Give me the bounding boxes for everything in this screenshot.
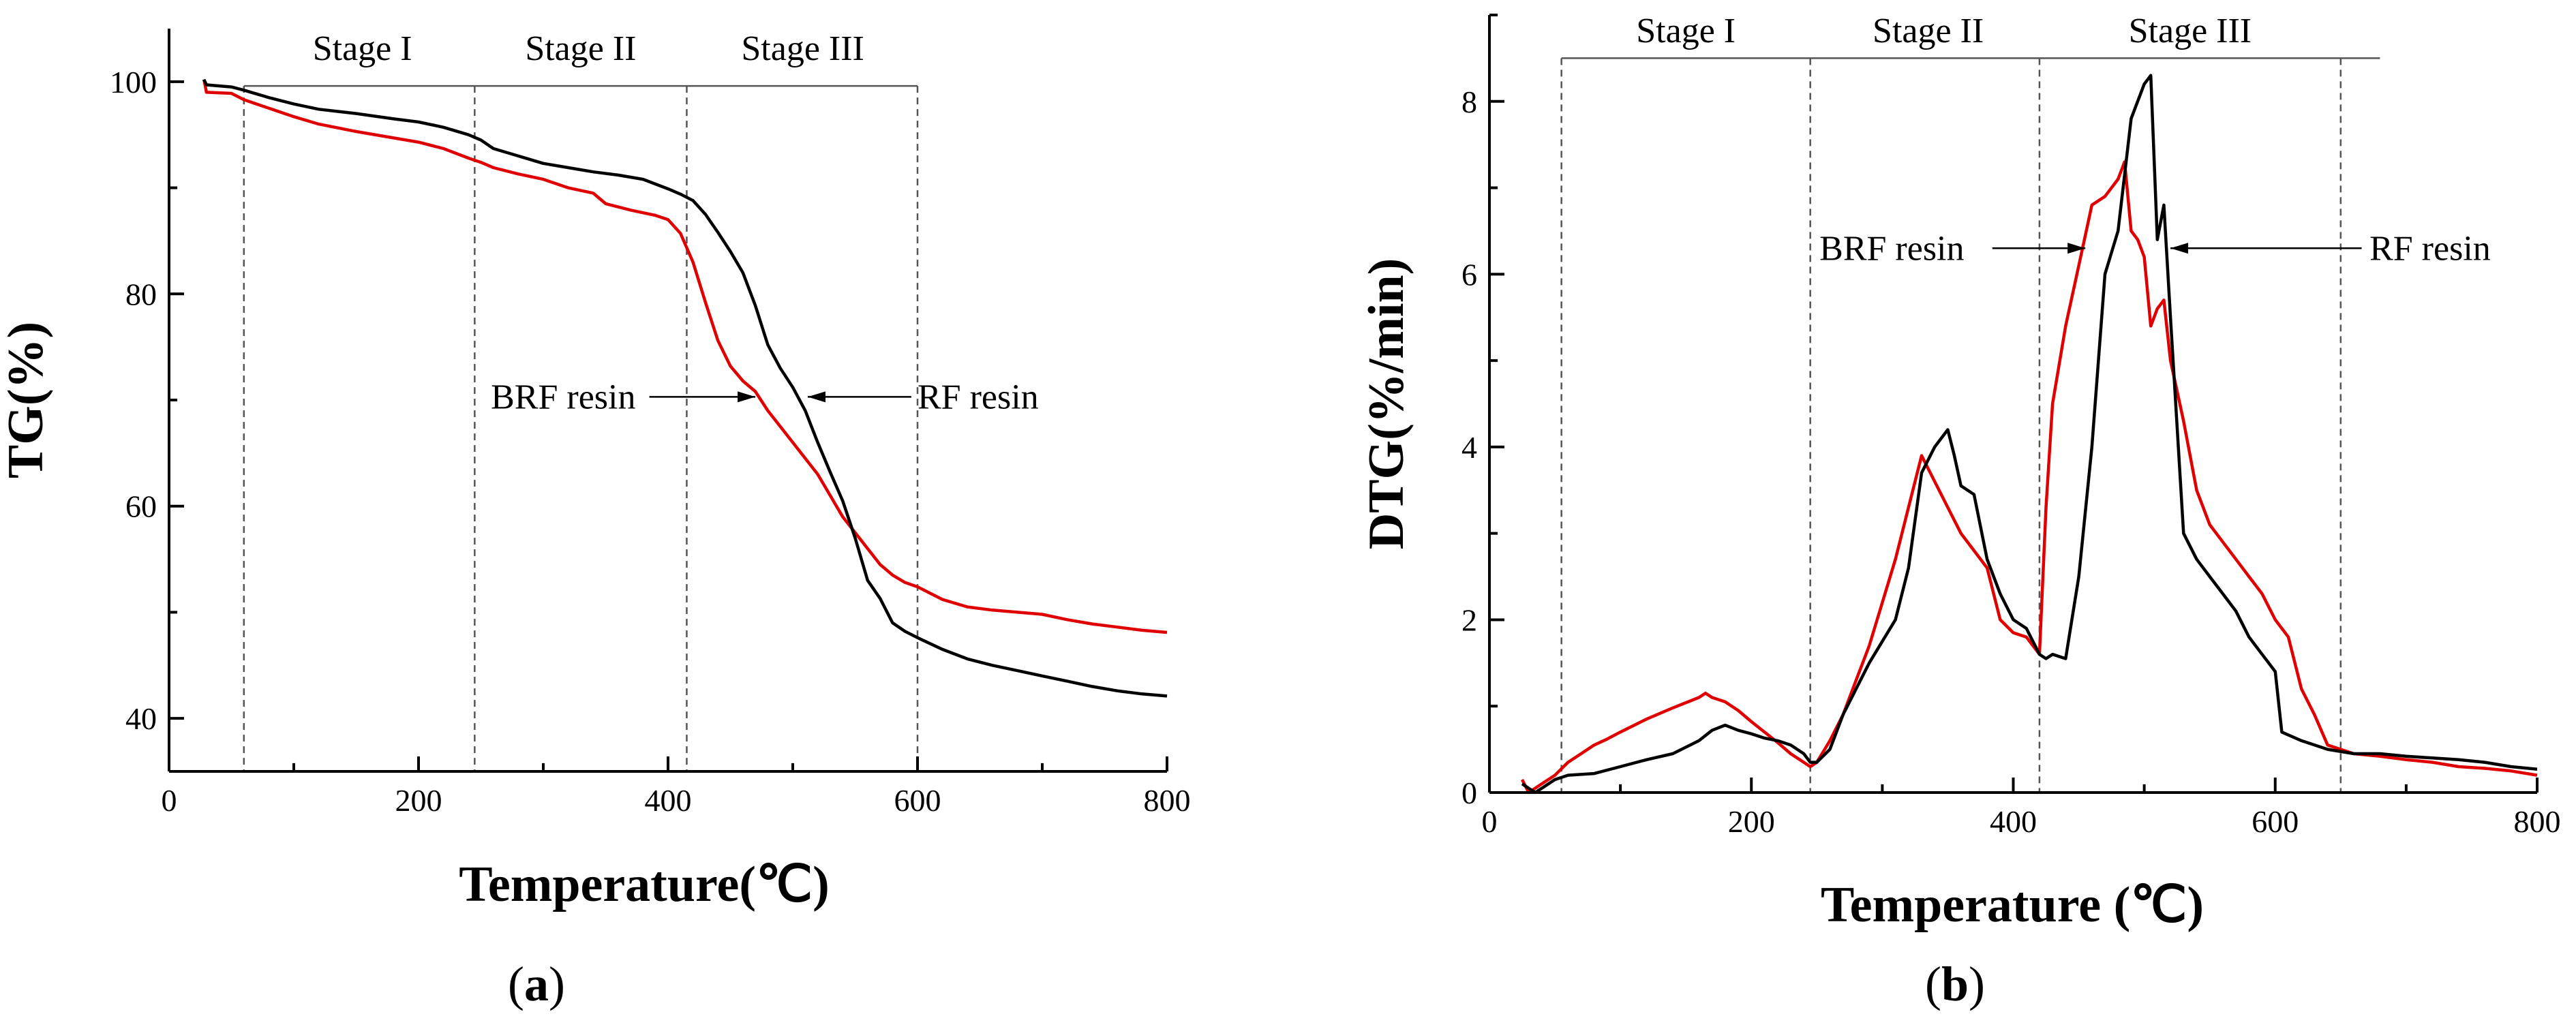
dtg-x-tick-label: 800: [2514, 804, 2561, 839]
tg-series-rf-resin: [202, 78, 1168, 698]
dtg-annotation-label: RF resin: [2369, 229, 2491, 268]
tg-x-tick-label: 200: [395, 783, 442, 818]
tg-x-tick-label: 0: [162, 783, 177, 818]
dtg-series-brf-resin: [1520, 160, 2538, 795]
dtg-stage-label: Stage I: [1636, 12, 1736, 50]
dtg-y-tick-label: 6: [1461, 257, 1477, 292]
dtg-x-tick-label: 200: [1728, 804, 1775, 839]
tg-x-axis-title: Temperature(℃): [459, 857, 829, 912]
tg-stage-label: Stage I: [313, 29, 412, 68]
panel-label-b: (b): [1925, 957, 1985, 1011]
dtg-x-axis-title: Temperature (℃): [1821, 877, 2204, 933]
dtg-annotation-arrowhead: [2170, 243, 2189, 254]
dtg-x-tick-label: 600: [2252, 804, 2299, 839]
dtg-annotation-arrowhead: [2067, 243, 2086, 254]
dtg-annotation-label: BRF resin: [1819, 229, 1964, 268]
tg-series-brf-resin: [202, 79, 1168, 634]
tg-y-tick-label: 60: [125, 489, 157, 524]
tg-annotation-arrowhead: [807, 391, 825, 403]
dtg-x-tick-label: 0: [1482, 804, 1498, 839]
tg-annotation-label: BRF resin: [491, 378, 635, 416]
dtg-y-axis-title: DTG(%/min): [1359, 258, 1414, 550]
tg-stage-label: Stage II: [525, 29, 636, 68]
tg-annotation-label: RF resin: [918, 378, 1039, 416]
dtg-series-rf-resin: [1521, 74, 2538, 795]
tg-x-tick-label: 400: [645, 783, 692, 818]
tg-x-tick-label: 800: [1144, 783, 1191, 818]
tg-x-tick-label: 600: [894, 783, 941, 818]
tg-stage-label: Stage III: [741, 29, 864, 68]
dtg-stage-label: Stage III: [2129, 12, 2252, 50]
tg-y-tick-label: 100: [110, 65, 157, 99]
dtg-x-tick-label: 400: [1990, 804, 2037, 839]
dtg-y-tick-label: 4: [1461, 430, 1477, 465]
tg-chart: Stage I Stage II Stage III BRF resin RF resi…: [0, 29, 1191, 912]
dtg-chart: Stage I Stage II Stage III BRF resin RF resi…: [1359, 12, 2561, 933]
dtg-y-tick-label: 0: [1461, 775, 1477, 810]
dtg-stage-label: Stage II: [1873, 12, 1984, 50]
dtg-y-tick-label: 2: [1461, 602, 1477, 637]
tg-y-tick-label: 40: [125, 701, 157, 736]
tg-y-axis-title: TG(%): [0, 322, 54, 478]
tg-annotation-arrowhead: [738, 391, 756, 403]
panel-label-a: (a): [508, 957, 565, 1011]
tg-y-tick-label: 80: [125, 277, 157, 311]
dtg-y-tick-label: 8: [1461, 85, 1477, 119]
